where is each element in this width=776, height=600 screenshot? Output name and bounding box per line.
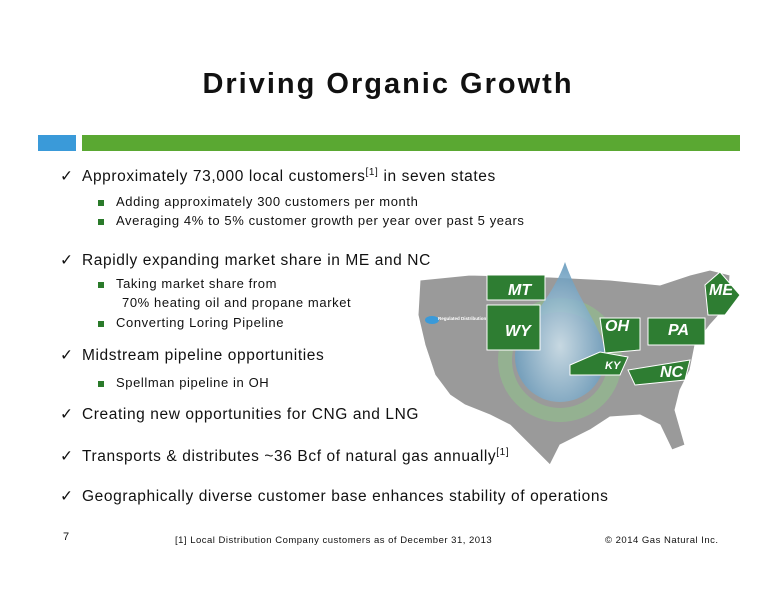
bullet: ✓ Rapidly expanding market share in ME an… xyxy=(60,251,431,270)
state-label: NC xyxy=(660,364,684,381)
bullet-text: Transports & distributes ~36 Bcf of natu… xyxy=(82,448,497,466)
bullet-text: Midstream pipeline opportunities xyxy=(82,347,325,364)
us-map xyxy=(417,262,741,466)
bullet-text: Geographically diverse customer base enh… xyxy=(82,488,609,505)
footnote-ref: [1] xyxy=(496,447,510,458)
square-bullet xyxy=(98,380,104,387)
state-label: KY xyxy=(605,360,621,372)
accent-bar xyxy=(38,135,76,151)
check-icon: ✓ xyxy=(60,168,74,186)
sub-bullet: Adding approximately 300 customers per m… xyxy=(98,194,418,209)
sub-bullet: Converting Loring Pipeline xyxy=(98,315,284,330)
copyright: © 2014 Gas Natural Inc. xyxy=(605,535,719,546)
sub-bullet: 70% heating oil and propane market xyxy=(122,295,351,310)
check-icon: ✓ xyxy=(60,488,74,505)
state-label: PA xyxy=(668,322,690,339)
page-number: 7 xyxy=(63,531,70,543)
bullet: ✓ Creating new opportunities for CNG and … xyxy=(60,405,419,424)
footnote-ref: [1] xyxy=(365,167,379,178)
sub-bullet-text: 70% heating oil and propane market xyxy=(122,295,352,310)
state-label: WY xyxy=(505,323,531,340)
sub-bullet-text: Taking market share from xyxy=(116,276,278,291)
bullet: ✓ Geographically diverse customer base en… xyxy=(60,487,608,506)
bullet-text: in seven states xyxy=(383,168,496,186)
state-label: ME xyxy=(709,282,733,299)
check-icon: ✓ xyxy=(60,406,74,423)
sub-bullet: Spellman pipeline in OH xyxy=(98,375,269,390)
state-label: MT xyxy=(508,282,532,299)
sub-bullet: Averaging 4% to 5% customer growth per y… xyxy=(98,213,525,228)
state-label: OH xyxy=(605,318,629,335)
square-bullet xyxy=(98,218,104,225)
title-bar xyxy=(82,135,740,151)
square-bullet xyxy=(98,320,104,327)
map-legend: Regulated Distribution xyxy=(438,316,487,321)
bullet: ✓ Transports & distributes ~36 Bcf of nat… xyxy=(60,447,509,466)
bullet: ✓ Midstream pipeline opportunities xyxy=(60,346,324,365)
sub-bullet-text: Converting Loring Pipeline xyxy=(116,315,285,330)
square-bullet xyxy=(98,281,104,288)
bullet-text: Creating new opportunities for CNG and L… xyxy=(82,406,420,423)
footnote: [1] Local Distribution Company customers… xyxy=(175,535,493,546)
check-icon: ✓ xyxy=(60,448,74,466)
bullet: ✓ Approximately 73,000 local customers[1]… xyxy=(60,167,496,186)
sub-bullet-text: Adding approximately 300 customers per m… xyxy=(116,194,419,209)
sub-bullet-text: Spellman pipeline in OH xyxy=(116,375,270,390)
check-icon: ✓ xyxy=(60,252,74,269)
bullet-text: Rapidly expanding market share in ME and… xyxy=(82,252,431,269)
bullet-text: Approximately 73,000 local customers xyxy=(82,168,366,186)
check-icon: ✓ xyxy=(60,347,74,364)
square-bullet xyxy=(98,199,104,206)
sub-bullet-text: Averaging 4% to 5% customer growth per y… xyxy=(116,213,525,228)
sub-bullet: Taking market share from xyxy=(98,276,277,291)
title: Driving Organic Growth xyxy=(202,68,574,100)
